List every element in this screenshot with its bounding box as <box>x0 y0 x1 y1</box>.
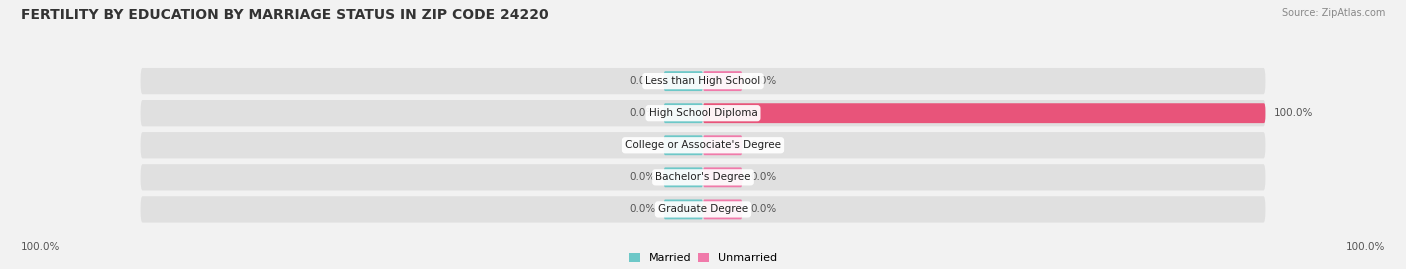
Text: FERTILITY BY EDUCATION BY MARRIAGE STATUS IN ZIP CODE 24220: FERTILITY BY EDUCATION BY MARRIAGE STATU… <box>21 8 548 22</box>
FancyBboxPatch shape <box>703 167 742 187</box>
Text: High School Diploma: High School Diploma <box>648 108 758 118</box>
FancyBboxPatch shape <box>703 135 742 155</box>
FancyBboxPatch shape <box>141 132 1265 158</box>
FancyBboxPatch shape <box>664 200 703 219</box>
FancyBboxPatch shape <box>703 71 742 91</box>
Text: 0.0%: 0.0% <box>628 204 655 214</box>
Legend: Married, Unmarried: Married, Unmarried <box>628 253 778 263</box>
Text: 0.0%: 0.0% <box>628 76 655 86</box>
Text: 100.0%: 100.0% <box>1346 242 1385 252</box>
Text: 0.0%: 0.0% <box>751 76 778 86</box>
Text: Graduate Degree: Graduate Degree <box>658 204 748 214</box>
Text: 0.0%: 0.0% <box>751 140 778 150</box>
FancyBboxPatch shape <box>664 135 703 155</box>
Text: Bachelor's Degree: Bachelor's Degree <box>655 172 751 182</box>
FancyBboxPatch shape <box>664 71 703 91</box>
FancyBboxPatch shape <box>664 167 703 187</box>
FancyBboxPatch shape <box>141 164 1265 190</box>
Text: 100.0%: 100.0% <box>21 242 60 252</box>
FancyBboxPatch shape <box>141 68 1265 94</box>
Text: 0.0%: 0.0% <box>751 204 778 214</box>
Text: Source: ZipAtlas.com: Source: ZipAtlas.com <box>1281 8 1385 18</box>
Text: Less than High School: Less than High School <box>645 76 761 86</box>
FancyBboxPatch shape <box>664 103 703 123</box>
FancyBboxPatch shape <box>703 200 742 219</box>
FancyBboxPatch shape <box>703 103 1265 123</box>
Text: 0.0%: 0.0% <box>628 108 655 118</box>
FancyBboxPatch shape <box>141 100 1265 126</box>
Text: College or Associate's Degree: College or Associate's Degree <box>626 140 780 150</box>
Text: 0.0%: 0.0% <box>628 140 655 150</box>
Text: 0.0%: 0.0% <box>628 172 655 182</box>
FancyBboxPatch shape <box>141 196 1265 222</box>
Text: 100.0%: 100.0% <box>1274 108 1313 118</box>
Text: 0.0%: 0.0% <box>751 172 778 182</box>
